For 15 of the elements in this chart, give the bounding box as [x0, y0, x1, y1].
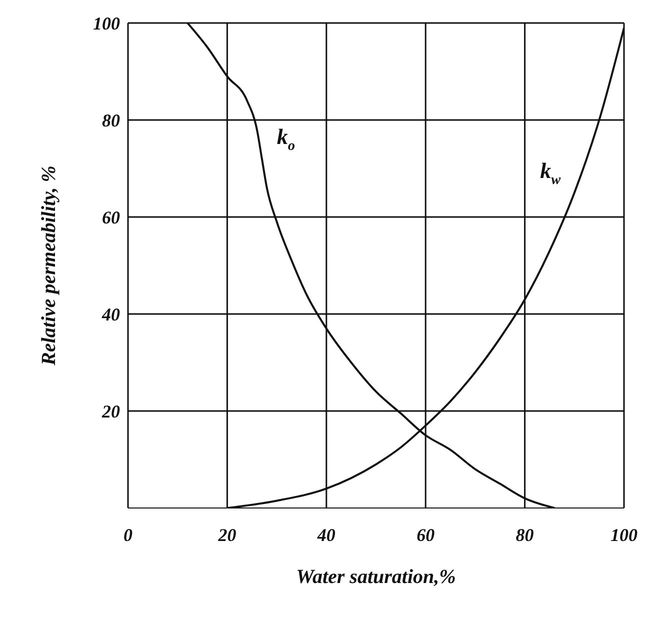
y-tick-label: 60: [102, 207, 120, 228]
x-axis-title: Water saturation,%: [296, 566, 456, 588]
x-tick-label: 20: [217, 524, 236, 545]
y-tick-label: 40: [101, 304, 120, 324]
y-axis-title: Relative permeability, %: [38, 166, 60, 366]
y-tick-label: 80: [102, 110, 120, 130]
x-tick-label: 100: [610, 524, 638, 545]
annotation: k$_{w}$: [540, 158, 562, 188]
annotation: k$_{o}$: [276, 124, 295, 154]
x-tick-label: 80: [516, 524, 534, 545]
x-tick-label: 0: [124, 524, 132, 545]
x-tick-label: 60: [416, 524, 435, 545]
y-tick-label: 20: [101, 401, 120, 422]
y-tick-label: 100: [93, 13, 120, 34]
x-tick-label: 40: [316, 524, 336, 545]
